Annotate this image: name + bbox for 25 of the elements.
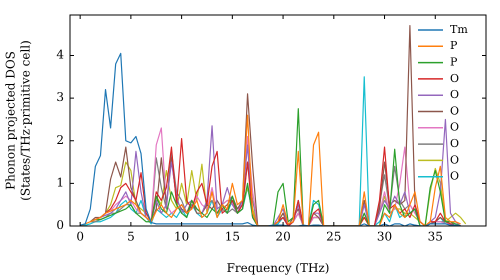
x-tick-label: 10 <box>174 229 190 244</box>
y-tick-label: 4 <box>56 48 64 62</box>
y-tick-label: 2 <box>56 132 64 147</box>
legend-label: O <box>450 88 460 102</box>
x-tick-label: 0 <box>76 229 84 244</box>
legend-label: P <box>450 55 458 68</box>
x-tick-label: 25 <box>326 229 342 244</box>
y-tick-label: 1 <box>56 176 64 190</box>
legend-label: O <box>450 72 460 85</box>
x-tick-label: 30 <box>376 229 392 244</box>
x-tick-label: 20 <box>275 229 291 244</box>
y-tick-label: 3 <box>56 90 64 104</box>
y-tick-label: 0 <box>56 218 64 232</box>
legend-label: O <box>450 104 460 118</box>
legend-label: O <box>450 153 460 166</box>
legend-label: O <box>450 120 460 134</box>
x-tick-label: 35 <box>428 229 443 244</box>
legend-label: P <box>450 39 458 52</box>
x-tick-label: 5 <box>127 229 135 244</box>
legend-label: Tm <box>450 22 468 36</box>
x-tick-label: 15 <box>224 229 240 244</box>
legend-label: O <box>450 136 460 150</box>
legend-label: O <box>450 170 460 183</box>
y-axis-title: Phonon projected DOS (States/THz·primitive cell) <box>4 40 33 201</box>
x-axis-title: Frequency (THz) <box>226 260 330 275</box>
